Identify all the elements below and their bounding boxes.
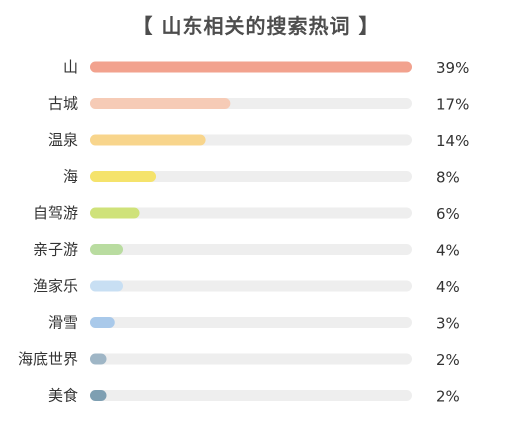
value-label: 4% (436, 278, 460, 296)
bar (90, 134, 206, 146)
category-label: 自驾游 (33, 204, 78, 222)
value-label: 6% (436, 205, 460, 223)
value-label: 4% (436, 242, 460, 260)
value-label: 2% (436, 388, 460, 406)
bar-track (90, 280, 412, 292)
category-label: 海底世界 (18, 350, 78, 368)
category-label: 滑雪 (48, 314, 78, 332)
bar-track (90, 171, 412, 182)
bar-track (90, 390, 412, 401)
category-label: 渔家乐 (33, 277, 78, 295)
bar (90, 61, 412, 73)
value-label: 2% (436, 351, 460, 369)
bar-track (90, 317, 412, 328)
bar (90, 98, 231, 109)
value-label: 8% (436, 169, 460, 187)
bar (90, 171, 157, 182)
value-label: 3% (436, 315, 460, 333)
bar (90, 317, 115, 328)
value-label: 39% (436, 59, 469, 77)
chart-title: 【 山东相关的搜索热词 】 (132, 14, 380, 38)
bar (90, 390, 107, 401)
category-label: 美食 (48, 387, 78, 405)
category-label: 亲子游 (33, 241, 78, 259)
category-label: 海 (63, 168, 78, 186)
bar (90, 207, 140, 219)
value-label: 14% (436, 132, 469, 150)
bar-track (90, 244, 412, 255)
value-label: 17% (436, 96, 469, 114)
bar (90, 280, 124, 292)
bar-track (90, 207, 412, 219)
bar (90, 353, 107, 365)
bar (90, 244, 124, 255)
category-label: 山 (63, 58, 78, 76)
category-label: 温泉 (48, 131, 78, 149)
category-label: 古城 (48, 95, 78, 113)
bar-track (90, 353, 412, 365)
